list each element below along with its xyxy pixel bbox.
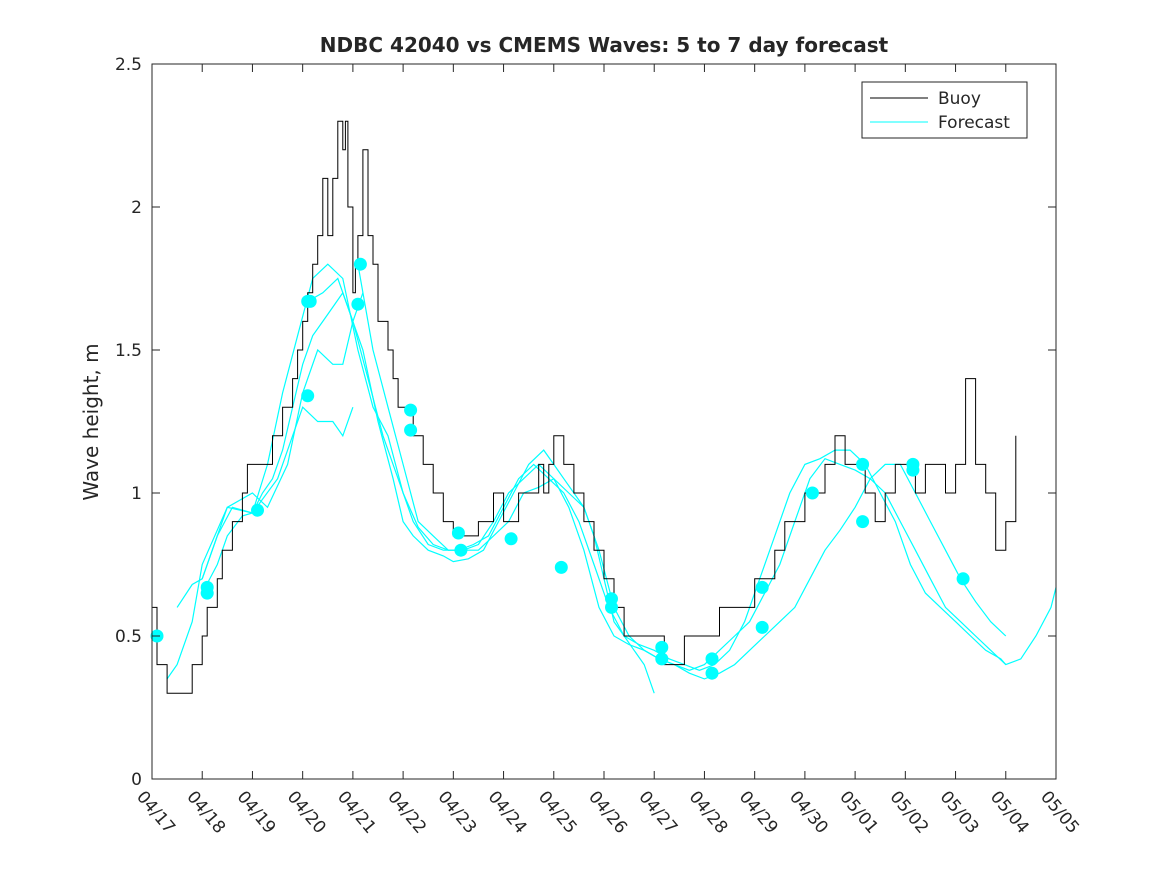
- x-tick-label: 04/21: [333, 787, 380, 837]
- x-tick-label: 04/20: [283, 787, 330, 837]
- y-axis-label: Wave height, m: [79, 343, 103, 500]
- x-tick-label: 04/22: [383, 787, 430, 837]
- forecast-marker: [856, 457, 870, 471]
- forecast-marker: [303, 294, 317, 308]
- forecast-marker: [454, 543, 468, 557]
- axes-box: [151, 63, 1057, 780]
- forecast-marker: [755, 620, 769, 634]
- forecast-marker: [504, 532, 518, 546]
- y-tick-label: 0: [131, 770, 142, 790]
- x-tick-label: 05/03: [936, 787, 983, 837]
- chart-title: NDBC 42040 vs CMEMS Waves: 5 to 7 day fo…: [320, 33, 889, 57]
- y-tick-label: 2: [131, 198, 142, 218]
- y-tick-label: 1: [131, 484, 142, 504]
- tick-layer: 04/17 04/18 04/19 04/20 04/21 04/22 04/23 04/24…: [115, 55, 1083, 838]
- forecast-marker: [353, 257, 367, 271]
- buoy-line: [152, 120, 1017, 694]
- forecast-marker: [655, 640, 669, 654]
- forecast-line-0: [166, 292, 364, 680]
- legend-box: [861, 81, 1028, 139]
- x-tick-label: 05/04: [986, 787, 1033, 837]
- forecast-line-3: [201, 263, 1057, 671]
- plot-area: [150, 120, 1057, 694]
- x-tick-label: 04/18: [182, 787, 229, 837]
- y-tick-label: 1.5: [115, 341, 142, 361]
- x-tick-label: 04/28: [685, 787, 732, 837]
- forecast-marker: [705, 666, 719, 680]
- forecast-marker: [755, 580, 769, 594]
- forecast-marker: [451, 526, 465, 540]
- x-tick-label: 04/29: [735, 787, 782, 837]
- forecast-marker: [705, 652, 719, 666]
- forecast-marker: [404, 403, 418, 417]
- forecast-marker: [301, 389, 315, 403]
- forecast-marker: [605, 600, 618, 614]
- forecast-marker: [655, 652, 669, 666]
- x-tick-label: 04/25: [534, 787, 581, 837]
- forecast-marker: [251, 503, 264, 517]
- forecast-marker: [351, 297, 365, 311]
- x-tick-label: 05/01: [835, 787, 882, 837]
- forecast-line-4: [307, 277, 1007, 671]
- x-tick-label: 04/26: [584, 787, 631, 837]
- forecast-line-1: [176, 406, 354, 608]
- x-tick-label: 04/30: [785, 787, 832, 837]
- legend-label-buoy: Buoy: [938, 89, 981, 109]
- forecast-marker: [805, 486, 819, 500]
- y-tick-label: 2.5: [115, 55, 142, 75]
- y-tick-label: 0.5: [115, 627, 142, 647]
- x-tick-label: 05/05: [1036, 787, 1083, 837]
- forecast-marker: [404, 423, 418, 437]
- x-tick-label: 04/24: [484, 787, 531, 837]
- legend: Buoy Forecast: [861, 81, 1028, 139]
- x-tick-label: 04/23: [434, 787, 481, 837]
- legend-label-forecast: Forecast: [938, 113, 1010, 133]
- forecast-line-2: [201, 291, 655, 694]
- x-tick-label: 05/02: [886, 787, 933, 837]
- forecast-marker: [554, 560, 568, 574]
- forecast-marker: [856, 515, 870, 529]
- forecast-marker: [906, 457, 920, 471]
- x-tick-label: 04/19: [233, 787, 280, 837]
- forecast-marker: [200, 586, 214, 600]
- x-tick-label: 04/27: [634, 787, 681, 837]
- x-tick-label: 04/17: [132, 787, 179, 837]
- forecast-marker: [956, 572, 970, 586]
